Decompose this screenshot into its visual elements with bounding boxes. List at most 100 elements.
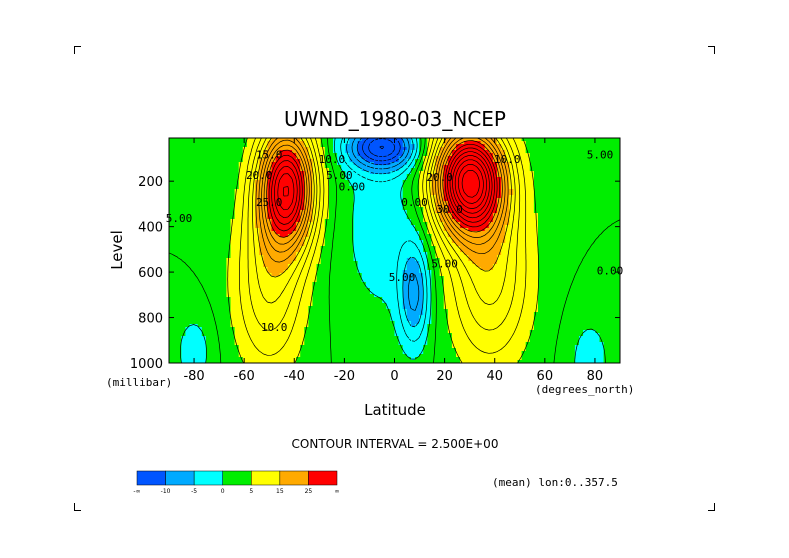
contour-fill-cell [259,177,268,181]
contour-fill-cell [431,192,445,196]
contour-fill-cell [267,195,305,199]
contour-fill-cell [320,255,355,259]
contour-fill-cell [402,288,424,292]
contour-fill-cell [538,273,620,277]
contour-fill-cell [439,213,453,217]
contour-fill-cell [328,192,355,196]
contour-fill-cell [197,324,232,328]
contour-fill-cell [509,216,539,220]
contour-fill-cell [460,249,502,253]
contour-fill-cell [529,330,584,334]
contour-fill-cell [501,252,539,256]
contour-fill-cell [353,195,404,199]
contour-label: 5.00 [166,212,193,225]
contour-fill-cell [480,267,494,271]
contour-fill-cell [267,204,305,208]
contour-fill-cell [525,348,576,352]
contour-fill-cell [181,351,207,355]
contour-fill-cell [603,345,620,349]
contour-fill-cell [267,174,305,178]
contour-fill-cell [234,336,305,340]
contour-fill-cell [169,327,186,331]
contour-fill-cell [533,318,620,322]
contour-fill-cell [427,141,445,145]
contour-fill-cell [353,228,416,232]
contour-fill-cell [353,201,404,205]
contour-fill-cell [328,177,346,181]
contour-fill-cell [169,237,232,241]
contour-fill-cell [226,291,314,295]
contour-fill-cell [423,240,432,244]
contour-fill-cell [513,192,535,196]
contour-fill-cell [169,213,236,217]
contour-fill-cell [369,171,391,175]
contour-fill-cell [234,192,256,196]
contour-fill-cell [169,297,232,301]
contour-fill-cell [308,153,326,157]
contour-fill-cell [316,264,359,268]
contour-fill-cell [419,147,428,151]
contour-fill-cell [238,351,301,355]
corner-mark-bottom-right [708,503,715,511]
contour-fill-cell [353,258,408,262]
contour-fill-cell [476,264,494,268]
contour-fill-cell [402,141,412,145]
contour-fill-cell [320,261,359,265]
contour-label: 20.0 [246,169,273,182]
contour-fill-cell [271,168,301,172]
contour-fill-cell [238,174,260,178]
contour-fill-cell [443,144,457,148]
contour-fill-cell [271,162,301,166]
contour-fill-cell [497,162,510,166]
x-tick-label: 40 [486,369,503,384]
contour-fill-cell [419,141,428,145]
contour-fill-cell [431,288,445,292]
contour-fill-cell [419,177,432,181]
contour-fill-cell [419,204,437,208]
contour-fill-cell [447,210,498,214]
contour-fill-cell [349,183,404,187]
contour-fill-cell [312,198,330,202]
contour-fill-cell [431,273,441,277]
contour-fill-cell [296,225,309,229]
contour-fill-cell [603,357,620,361]
contour-fill-cell [451,345,527,349]
contour-fill-cell [234,207,256,211]
contour-fill-cell [353,210,408,214]
contour-fill-cell [312,300,383,304]
contour-fill-cell [431,243,457,247]
contour-fill-cell [316,267,359,271]
contour-fill-cell [529,333,584,337]
contour-fill-cell [226,267,268,271]
contour-fill-cell [529,336,580,340]
contour-fill-cell [419,231,428,235]
contour-fill-cell [538,300,620,304]
contour-fill-cell [230,306,309,310]
contour-fill-cell [538,279,620,283]
contour-fill-cell [169,312,232,316]
contour-fill-cell [435,168,445,172]
contour-fill-cell [574,354,605,358]
contour-fill-cell [328,216,355,220]
contour-fill-cell [505,159,531,163]
contour-fill-cell [374,162,391,166]
contour-fill-cell [402,285,424,289]
contour-fill-cell [456,243,502,247]
contour-fill-cell [492,153,506,157]
contour-fill-cell [312,297,383,301]
contour-fill-cell [406,312,424,316]
contour-fill-cell [267,201,305,205]
contour-fill-cell [267,180,305,184]
contour-fill-cell [443,186,502,190]
contour-fill-cell [234,201,256,205]
contour-fill-cell [423,246,437,250]
contour-fill-cell [345,171,371,175]
contour-fill-cell [234,327,305,331]
contour-line [268,143,498,232]
contour-fill-cell [460,222,490,226]
contour-fill-cell [234,342,305,346]
contour-fill-cell [226,258,264,262]
contour-fill-cell [169,234,232,238]
contour-fill-cell [451,342,527,346]
contour-fill-cell [419,180,432,184]
